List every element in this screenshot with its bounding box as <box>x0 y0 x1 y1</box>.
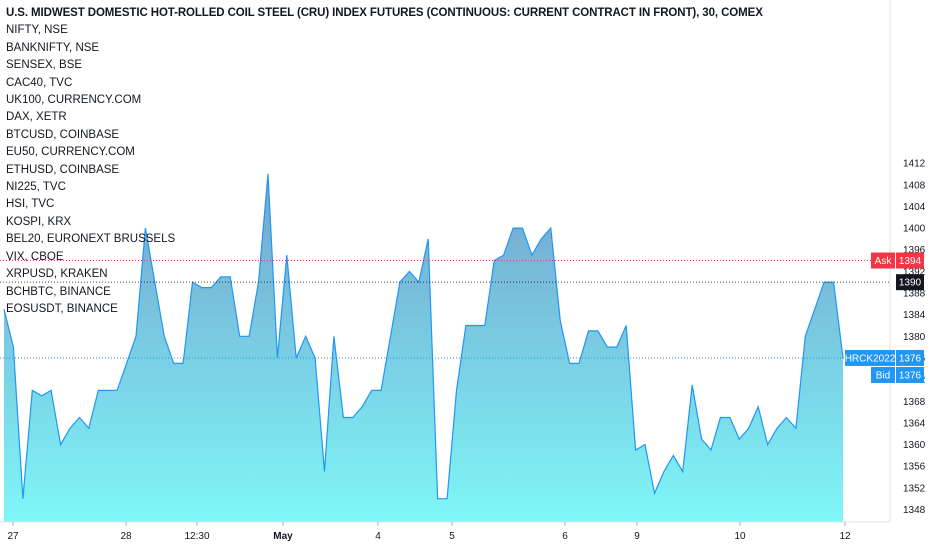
bid-tag <box>871 366 895 383</box>
ask-price-value: 1394 <box>899 256 922 267</box>
price-labels: Ask 1394 1390 HRCK2022 1376 Bid 1376 <box>845 252 924 383</box>
compare-symbol-list: NIFTY, NSE BANKNIFTY, NSE SENSEX, BSE CAC40… <box>6 22 763 318</box>
time-axis[interactable]: 27 28 12:30 May 4 5 6 9 10 12 <box>7 522 851 542</box>
compare-symbol[interactable]: BANKNIFTY, NSE <box>6 41 100 54</box>
compare-symbol[interactable]: HSI, TVC <box>6 198 55 211</box>
compare-symbol[interactable]: DAX, XETR <box>6 111 67 124</box>
compare-symbol[interactable]: NIFTY, NSE <box>6 24 68 37</box>
symbol-legend: U.S. MIDWEST DOMESTIC HOT-ROLLED COIL ST… <box>6 5 763 318</box>
time-tick-label: 12:30 <box>184 531 209 542</box>
compare-symbol[interactable]: CAC40, TVC <box>6 76 73 89</box>
price-tick-label: 1360 <box>903 440 926 451</box>
time-tick-label: 5 <box>449 531 455 542</box>
compare-symbol[interactable]: XRPUSD, KRAKEN <box>6 268 108 281</box>
price-tick-label: 1404 <box>903 202 926 213</box>
symbol-tag <box>845 349 895 366</box>
compare-symbol[interactable]: EOSUSDT, BINANCE <box>6 302 118 315</box>
ask-price-badge <box>896 252 924 269</box>
ask-tag-label: Ask <box>875 256 893 267</box>
compare-symbol[interactable]: UK100, CURRENCY.COM <box>6 94 142 107</box>
price-tick-label: 1388 <box>903 289 926 300</box>
bid-price-badge <box>896 366 924 383</box>
bid-price-value: 1376 <box>899 370 922 381</box>
price-tick-label: 1392 <box>903 267 926 278</box>
ask-tag <box>871 252 895 269</box>
price-axis[interactable]: 1348135213561360136413681372137613801384… <box>903 159 926 516</box>
price-tick-label: 1364 <box>903 418 926 429</box>
price-tick-label: 1368 <box>903 397 926 408</box>
price-tick-label: 1396 <box>903 245 926 256</box>
last-price-value: 1390 <box>899 278 922 289</box>
time-tick-label: 4 <box>375 531 381 542</box>
price-tick-label: 1356 <box>903 462 926 473</box>
compare-symbol[interactable]: VIX, CBOE <box>6 250 64 263</box>
price-tick-label: 1400 <box>903 224 926 235</box>
area-fill <box>4 173 843 522</box>
time-tick-label: 28 <box>120 531 132 542</box>
price-tick-label: 1348 <box>903 505 926 516</box>
compare-symbol[interactable]: KOSPI, KRX <box>6 215 72 228</box>
symbol-price-badge <box>896 349 924 366</box>
time-tick-label: 6 <box>562 531 568 542</box>
compare-symbol[interactable]: BTCUSD, COINBASE <box>6 128 120 141</box>
symbol-tag-label: HRCK2022 <box>845 353 896 364</box>
price-tick-label: 1384 <box>903 310 926 321</box>
symbol-price-value: 1376 <box>899 353 922 364</box>
chart-title: U.S. MIDWEST DOMESTIC HOT-ROLLED COIL ST… <box>6 7 763 19</box>
time-tick-label: 10 <box>734 531 746 542</box>
compare-symbol[interactable]: SENSEX, BSE <box>6 59 83 72</box>
price-tick-label: 1412 <box>903 159 926 170</box>
compare-symbol[interactable]: EU50, CURRENCY.COM <box>6 146 135 159</box>
price-lines <box>0 260 890 359</box>
compare-symbol[interactable]: NI225, TVC <box>6 181 66 194</box>
compare-symbol[interactable]: BCHBTC, BINANCE <box>6 285 111 298</box>
price-tick-label: 1352 <box>903 483 926 494</box>
time-tick-label: May <box>273 531 293 542</box>
price-tick-label: 1380 <box>903 332 926 343</box>
price-tick-label: 1408 <box>903 180 926 191</box>
compare-symbol[interactable]: BEL20, EURONEXT BRUSSELS <box>6 233 176 246</box>
time-tick-label: 9 <box>634 531 640 542</box>
time-tick-label: 27 <box>7 531 19 542</box>
bid-tag-label: Bid <box>876 370 890 381</box>
area-series <box>4 173 843 522</box>
compare-symbol[interactable]: ETHUSD, COINBASE <box>6 163 120 176</box>
last-price-badge <box>896 274 924 291</box>
time-tick-label: 12 <box>839 531 851 542</box>
